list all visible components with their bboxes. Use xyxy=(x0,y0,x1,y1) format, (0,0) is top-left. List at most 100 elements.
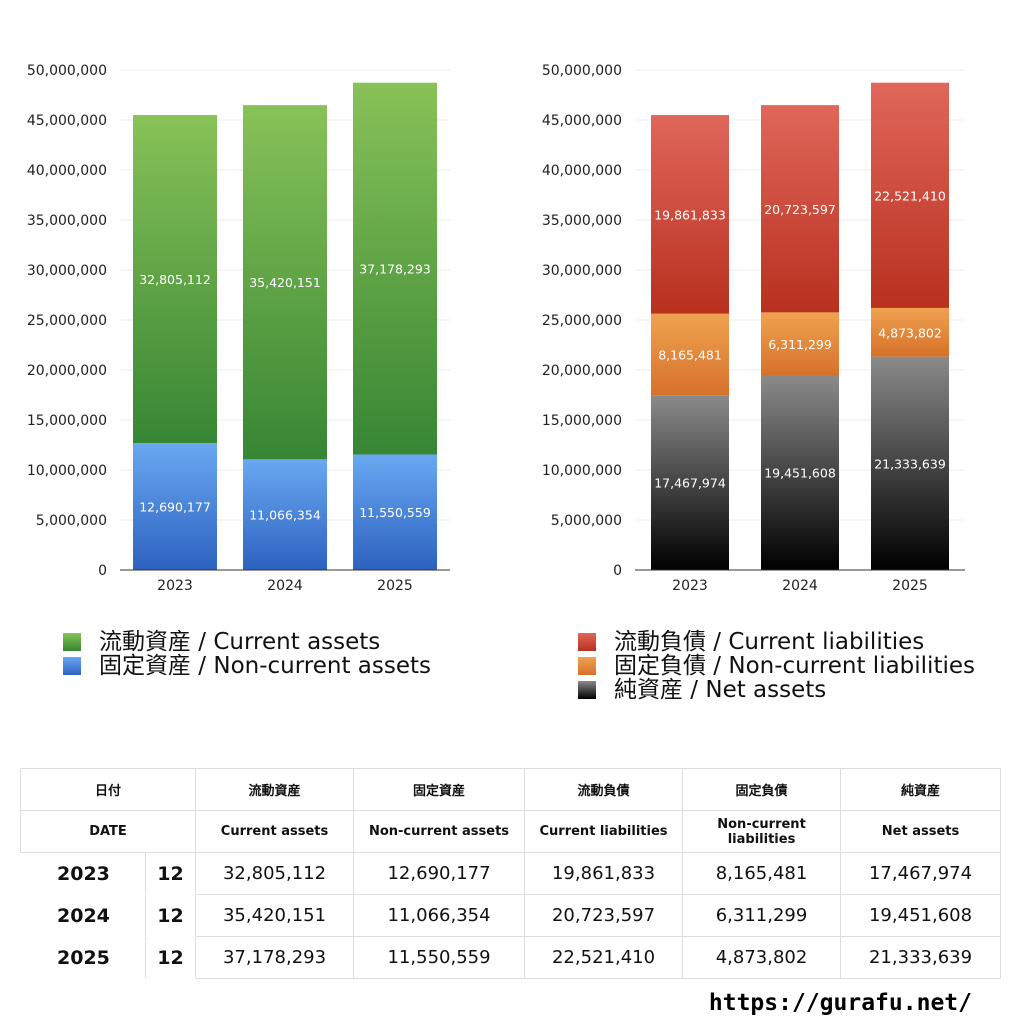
table-cell: 21,333,639 xyxy=(840,936,1002,979)
y-tick-label: 50,000,000 xyxy=(542,63,622,79)
table-cell: 37,178,293 xyxy=(195,936,355,979)
header-cell: Current liabilities xyxy=(524,810,684,853)
legend-label: 流動負債 / Current liabilities xyxy=(614,629,925,655)
y-tick-label: 30,000,000 xyxy=(542,263,622,279)
header-cell: 流動負債 xyxy=(524,768,684,811)
site-url: https://gurafu.net/ xyxy=(708,990,972,1016)
table-cell: 2023 xyxy=(20,852,146,895)
x-tick-label: 2023 xyxy=(672,578,708,594)
bar-segment xyxy=(133,115,217,444)
legend-label: 純資産 / Net assets xyxy=(614,677,827,703)
x-tick-label: 2024 xyxy=(267,578,303,594)
legend-item-noncurrent-assets: 固定資産 / Non-current assets xyxy=(63,654,431,678)
bar-segment xyxy=(761,375,839,570)
y-tick-label: 45,000,000 xyxy=(27,113,107,129)
table-cell: 6,311,299 xyxy=(682,894,842,937)
data-label: 35,420,151 xyxy=(249,275,321,290)
header-row-jp: 日付 流動資産 固定資産 流動負債 固定負債 純資産 xyxy=(19,768,1002,811)
data-label: 37,178,293 xyxy=(359,262,431,277)
legend-label: 固定負債 / Non-current liabilities xyxy=(614,653,975,679)
x-tick-label: 2025 xyxy=(377,578,413,594)
data-label: 17,467,974 xyxy=(654,476,726,491)
legend-swatch xyxy=(578,657,596,675)
table-cell: 20,723,597 xyxy=(524,894,684,937)
x-tick-label: 2025 xyxy=(892,578,928,594)
header-cell: 固定資産 xyxy=(353,768,526,811)
data-label: 11,066,354 xyxy=(249,508,321,523)
header-cell: Current assets xyxy=(195,810,355,853)
y-tick-label: 25,000,000 xyxy=(27,313,107,329)
header-cell: 純資産 xyxy=(840,768,1002,811)
table-cell: 4,873,802 xyxy=(682,936,842,979)
y-tick-label: 15,000,000 xyxy=(542,413,622,429)
table-cell: 17,467,974 xyxy=(840,852,1002,895)
bar-segment xyxy=(871,307,949,357)
legend-swatch xyxy=(63,633,81,651)
data-label: 19,451,608 xyxy=(764,466,836,481)
y-tick-label: 20,000,000 xyxy=(542,363,622,379)
data-label: 11,550,559 xyxy=(359,505,431,520)
table-cell: 12 xyxy=(144,894,197,937)
data-label: 22,521,410 xyxy=(874,188,946,203)
table-cell: 2024 xyxy=(20,894,146,937)
y-tick-label: 10,000,000 xyxy=(27,463,107,479)
charts: 0 5,000,000 10,000,000 15,000,000 20,000,000… xyxy=(27,63,965,594)
table-cell: 19,451,608 xyxy=(840,894,1002,937)
y-tick-label: 35,000,000 xyxy=(27,213,107,229)
y-tick-label: 30,000,000 xyxy=(27,263,107,279)
header-row-en: DATE Current assets Non-current assets C… xyxy=(19,810,1002,853)
header-cell: DATE xyxy=(19,810,197,853)
table-cell: 11,066,354 xyxy=(353,894,526,937)
y-tick-label: 35,000,000 xyxy=(542,213,622,229)
bar-segment xyxy=(133,443,217,570)
y-tick-label: 45,000,000 xyxy=(542,113,622,129)
x-tick-label: 2023 xyxy=(157,578,193,594)
y-tick-label: 50,000,000 xyxy=(27,63,107,79)
y-tick-label: 25,000,000 xyxy=(542,313,622,329)
bar-segment xyxy=(651,395,729,570)
x-tick-label: 2024 xyxy=(782,578,818,594)
legend-item-net-assets: 純資産 / Net assets xyxy=(578,678,975,702)
bar-segment xyxy=(871,356,949,570)
data-label: 20,723,597 xyxy=(764,202,836,217)
legend-swatch xyxy=(578,633,596,651)
bar-segment xyxy=(871,82,949,308)
table-cell: 32,805,112 xyxy=(195,852,355,895)
data-label: 21,333,639 xyxy=(874,456,946,471)
bar-segment xyxy=(353,454,437,570)
y-tick-label: 40,000,000 xyxy=(542,163,622,179)
table-cell: 12 xyxy=(144,936,197,979)
legend-right: 流動負債 / Current liabilities 固定負債 / Non-cu… xyxy=(578,630,975,702)
legend-swatch xyxy=(63,657,81,675)
data-label: 4,873,802 xyxy=(878,325,942,340)
data-label: 19,861,833 xyxy=(654,207,726,222)
table-row: 2024 12 35,420,151 11,066,354 20,723,597 6,31… xyxy=(20,894,1002,937)
table-cell: 2025 xyxy=(20,936,146,979)
y-tick-label: 10,000,000 xyxy=(542,463,622,479)
y-tick-label: 5,000,000 xyxy=(551,513,622,529)
y-tick-label: 40,000,000 xyxy=(27,163,107,179)
data-label: 12,690,177 xyxy=(139,500,211,515)
bar-segment xyxy=(761,312,839,376)
bar-segment xyxy=(651,115,729,314)
bar-segment xyxy=(243,459,327,570)
legend-item-current-liabilities: 流動負債 / Current liabilities xyxy=(578,630,975,654)
legend-swatch xyxy=(578,681,596,699)
y-tick-label: 0 xyxy=(613,563,622,579)
header-cell: Non-current assets xyxy=(353,810,526,853)
table-cell: 11,550,559 xyxy=(353,936,526,979)
legend-item-current-assets: 流動資産 / Current assets xyxy=(63,630,431,654)
legend-label: 固定資産 / Non-current assets xyxy=(99,653,432,679)
table-row: 2025 12 37,178,293 11,550,559 22,521,410 4,87… xyxy=(20,936,1002,979)
data-label: 8,165,481 xyxy=(658,347,722,362)
bar-segment xyxy=(243,105,327,460)
y-tick-label: 0 xyxy=(98,563,107,579)
header-cell: Net assets xyxy=(840,810,1002,853)
legend-label: 流動資産 / Current assets xyxy=(99,629,381,655)
table-cell: 8,165,481 xyxy=(682,852,842,895)
data-label: 6,311,299 xyxy=(768,337,832,352)
table-cell: 35,420,151 xyxy=(195,894,355,937)
y-tick-label: 20,000,000 xyxy=(27,363,107,379)
table-cell: 22,521,410 xyxy=(524,936,684,979)
